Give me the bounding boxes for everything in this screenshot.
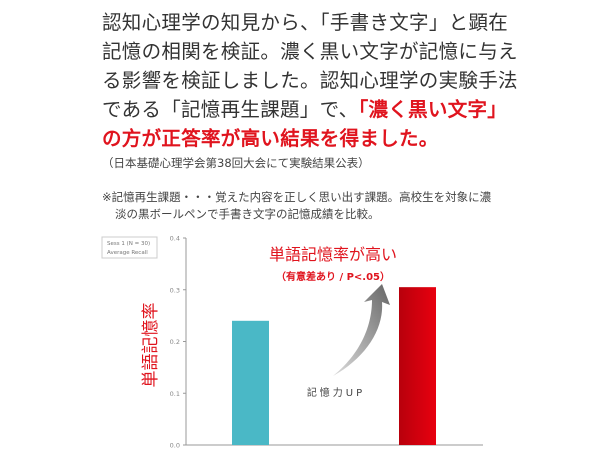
annotation-subtitle: （有意差あり / P<.05） xyxy=(276,270,390,283)
y-tick-label: 0.0 xyxy=(170,442,180,450)
y-tick-label: 0.4 xyxy=(170,235,180,243)
footnote: ※記憶再生課題・・・覚えた内容を正しく思い出す課題。高校生を対象に濃淡の黒ボール… xyxy=(102,189,522,223)
y-tick-label: 0.1 xyxy=(170,390,180,398)
intro-paragraph: 認知心理学の知見から、「手書き文字」と顕在記憶の相関を検証。濃く黒い文字が記憶に… xyxy=(102,8,522,153)
bar-light-ink xyxy=(232,320,269,445)
y-tick-label: 0.3 xyxy=(170,286,180,294)
legend-line-1: Sess 1 (N = 30) xyxy=(107,241,150,247)
chart-legend: Sess 1 (N = 30) Average Recall xyxy=(101,236,158,259)
bar-dark-ink xyxy=(399,287,436,445)
arrow-label: 記憶力UP xyxy=(307,386,365,399)
y-tick-label: 0.2 xyxy=(170,338,180,346)
footnote-line-1: ※記憶再生課題・・・覚えた内容を正しく思い出す課題。高校生を対象に濃 xyxy=(102,190,492,204)
legend-line-2: Average Recall xyxy=(107,250,148,256)
legend-box xyxy=(101,236,158,259)
footnote-line-2: 淡の黒ボールペンで手書き文字の記憶成績を比較。 xyxy=(115,207,380,221)
annotation-title: 単語記憶率が高い xyxy=(269,245,397,264)
source-note: （日本基礎心理学会第38回大会にて実験結果公表） xyxy=(102,156,370,170)
arrow-up-icon xyxy=(333,284,390,376)
intro-emphasis: 「濃く黒い文字」の方が正答率が高い結果を得ました。 xyxy=(102,98,508,150)
intro-text: 認知心理学の知見から、「手書き文字」と顕在記憶の相関を検証。濃く黒い文字が記憶に… xyxy=(102,11,518,121)
y-axis-label: 単語記憶率 xyxy=(141,303,161,388)
